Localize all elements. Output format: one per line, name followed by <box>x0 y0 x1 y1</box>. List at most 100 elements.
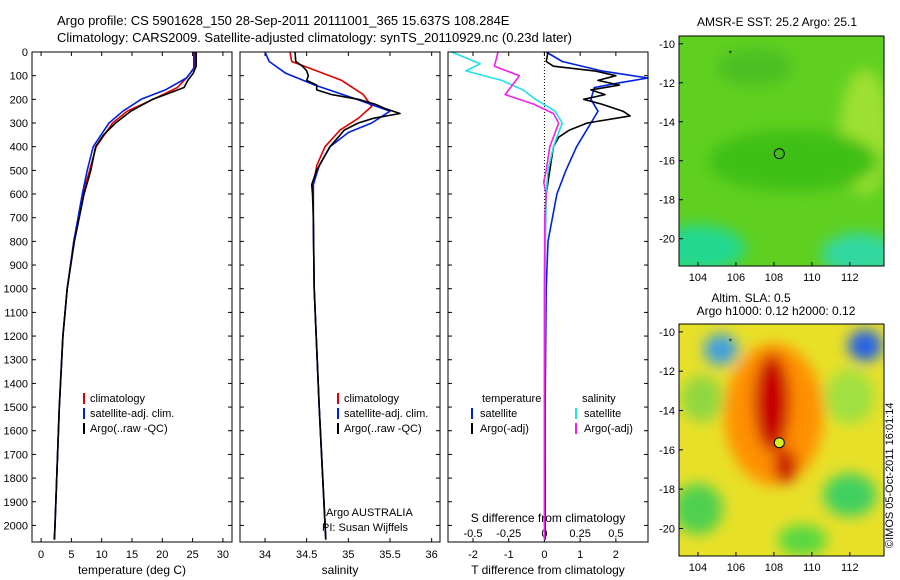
y-tick-label: -20 <box>659 234 675 246</box>
x-tick-label: 110 <box>803 272 821 284</box>
y-tick-label: 1300 <box>4 355 28 367</box>
x-tick-label: 5 <box>68 549 74 561</box>
sst-map-panel: * 104 106 108 110 112 -20 -18 -16 -14 -12 -10 AMSR-E… <box>659 15 885 284</box>
plot-frame <box>31 51 233 543</box>
y-tick-label: 600 <box>10 189 28 201</box>
y-tick-label: -14 <box>659 117 675 129</box>
header-line-1: Argo profile: CS 5901628_150 28-Sep-2011… <box>57 13 510 28</box>
y-tick-label: -10 <box>659 327 675 339</box>
y-tick-label: 1400 <box>4 378 28 390</box>
x-tick-label: 0 <box>541 549 547 561</box>
top-x-tick-label: -0.25 <box>496 528 521 540</box>
legend-label: satellite <box>480 408 517 420</box>
x-tick-label: 25 <box>186 549 198 561</box>
legend-header: salinity <box>582 393 616 405</box>
y-tick-label: -12 <box>659 366 675 378</box>
y-tick-label: 100 <box>10 71 28 83</box>
top-x-tick-label: -0.5 <box>464 528 483 540</box>
y-tick-label: 500 <box>10 165 28 177</box>
series-line <box>264 51 391 540</box>
x-tick-label: 112 <box>841 272 859 284</box>
map-anomaly-blob <box>680 375 723 423</box>
x-axis-label: T difference from climatology <box>471 563 625 577</box>
x-tick-label: 35 <box>342 549 354 561</box>
y-tick-label: -18 <box>659 484 675 496</box>
plot-frame <box>239 51 441 543</box>
y-tick-label: 1800 <box>4 473 28 485</box>
legend-label: satellite-adj. clim. <box>344 408 428 420</box>
map-anomaly-blob <box>777 524 828 556</box>
legend-label: climatology <box>90 393 146 405</box>
y-tick-label: 900 <box>10 260 28 272</box>
x-tick-label: 104 <box>689 272 707 284</box>
difference-panel: -2 -1 0 1 2-0.5 -0.25 0 0.25 0.5S difference fro… <box>447 51 649 577</box>
salinity-panel: 34 34.5 35 35.5 36 salinity climatology satelli… <box>239 51 441 577</box>
map-anomaly-blob <box>847 329 883 362</box>
x-tick-label: 34.5 <box>296 549 317 561</box>
x-tick-label: 35.5 <box>379 549 400 561</box>
series-line <box>53 52 195 540</box>
series-line <box>289 51 373 540</box>
y-tick-label: 1500 <box>4 402 28 414</box>
x-tick-label: 104 <box>689 562 707 574</box>
map-anomaly-blob <box>821 232 884 266</box>
x-tick-label: 10 <box>96 549 108 561</box>
y-tick-label: 1000 <box>4 284 28 296</box>
map-anomaly-blob <box>753 353 791 452</box>
y-tick-label: 200 <box>10 94 28 106</box>
map-anomaly-blob <box>679 225 746 266</box>
legend-label: satellite <box>584 408 621 420</box>
x-tick-label: 110 <box>803 562 821 574</box>
map-field <box>679 324 884 556</box>
legend-label: Argo(..raw -QC) <box>90 423 168 435</box>
x-tick-label: 15 <box>126 549 138 561</box>
series-line <box>53 52 197 540</box>
x-tick-label: -2 <box>468 549 478 561</box>
header-line-2: Climatology: CARS2009. Satellite-adjuste… <box>57 30 572 45</box>
x-tick-label: 20 <box>156 549 168 561</box>
series-line <box>53 52 196 540</box>
legend-label: Argo(..raw -QC) <box>344 423 422 435</box>
x-tick-label: 112 <box>841 562 859 574</box>
series-line <box>544 51 649 540</box>
sla-map-title: Altim. SLA: 0.5 <box>711 291 791 305</box>
map-anomaly-blob <box>823 473 877 517</box>
island-marker: * <box>729 338 732 347</box>
y-tick-label: -16 <box>659 445 675 457</box>
y-tick-label: -10 <box>659 39 675 51</box>
map-anomaly-blob <box>679 483 723 535</box>
legend-label: climatology <box>344 393 400 405</box>
x-tick-label: 108 <box>765 562 783 574</box>
x-tick-label: 106 <box>727 562 745 574</box>
map-anomaly-blob <box>707 129 879 192</box>
series-line <box>493 51 560 540</box>
map-blobs <box>679 329 883 556</box>
y-tick-label: 1700 <box>4 449 28 461</box>
temperature-panel: 0100200300400500600700800900100011001200… <box>4 47 233 577</box>
legend-label: Argo(-adj) <box>480 423 529 435</box>
y-tick-label: 1200 <box>4 331 28 343</box>
map-frame <box>678 323 885 557</box>
map-anomaly-blob <box>716 47 793 87</box>
y-tick-label: 1600 <box>4 426 28 438</box>
legend-label: satellite-adj. clim. <box>90 408 174 420</box>
y-tick-label: 700 <box>10 213 28 225</box>
map-blobs <box>679 47 884 266</box>
y-tick-label: 800 <box>10 236 28 248</box>
x-tick-label: 1 <box>577 549 583 561</box>
sla-map-panel: * 104 106 108 110 112 -20 -18 -16 -14 -12 -10 Altim.… <box>659 291 885 574</box>
y-tick-label: 300 <box>10 118 28 130</box>
argo-float-marker <box>773 437 785 449</box>
y-tick-label: -20 <box>659 523 675 535</box>
annotation-text: Argo AUSTRALIA <box>326 507 413 519</box>
series-line <box>294 51 401 540</box>
y-tick-label: 1100 <box>4 307 28 319</box>
x-tick-label: 0 <box>38 549 44 561</box>
y-tick-label: -14 <box>659 406 675 418</box>
annotation-text: PI: Susan Wijffels <box>322 522 408 534</box>
map-anomaly-blob <box>703 333 738 366</box>
y-tick-label: -18 <box>659 195 675 207</box>
y-tick-label: 0 <box>22 47 28 59</box>
y-tick-label: 400 <box>10 142 28 154</box>
